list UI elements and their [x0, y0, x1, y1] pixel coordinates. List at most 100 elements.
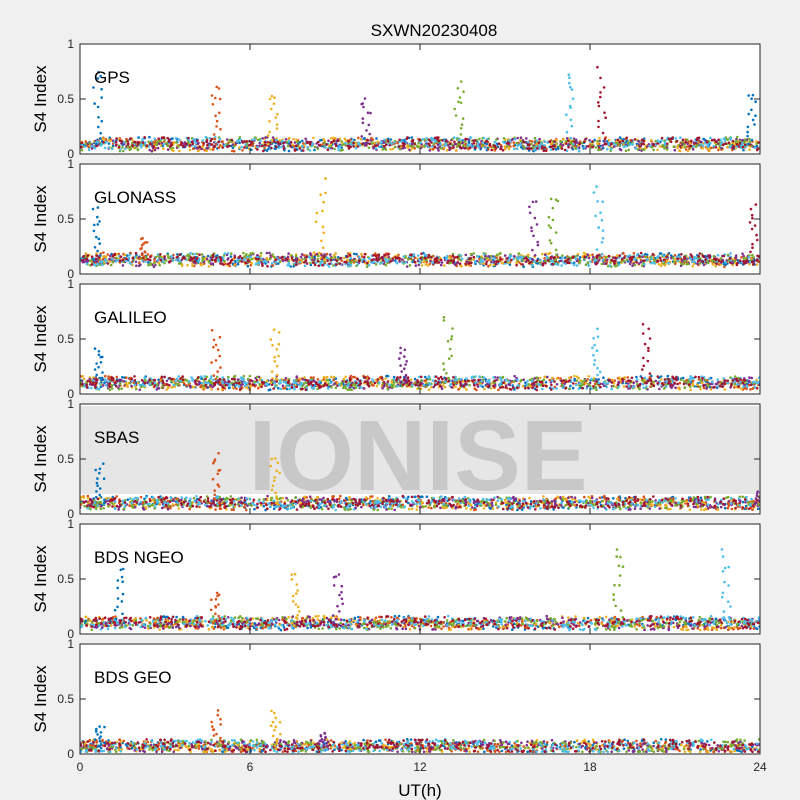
data-point — [249, 252, 252, 255]
data-point — [520, 140, 523, 143]
data-point — [168, 145, 172, 148]
data-point — [646, 258, 649, 261]
data-point — [384, 254, 387, 257]
data-point — [686, 138, 689, 142]
data-point — [736, 258, 740, 262]
data-point — [281, 255, 284, 259]
data-point — [184, 142, 188, 146]
peak-point — [753, 123, 756, 126]
data-point — [212, 253, 215, 256]
peak-point — [275, 127, 279, 130]
data-point — [277, 146, 281, 150]
data-point — [451, 254, 455, 258]
data-point — [640, 138, 644, 142]
data-point — [326, 259, 329, 263]
data-point — [146, 261, 150, 264]
peak-point — [603, 111, 606, 114]
data-point — [327, 139, 330, 143]
data-point — [370, 141, 374, 144]
data-point — [555, 138, 558, 142]
data-point — [578, 142, 582, 146]
data-point — [380, 256, 383, 260]
data-point — [99, 385, 103, 389]
data-point — [549, 148, 553, 151]
data-point — [487, 148, 490, 151]
data-point — [304, 259, 308, 263]
data-point — [311, 142, 315, 145]
peak-point — [549, 241, 553, 245]
data-point — [128, 253, 131, 257]
peak-point — [595, 248, 599, 251]
data-point — [574, 147, 577, 150]
data-point — [332, 375, 336, 379]
data-point — [510, 258, 513, 262]
data-point — [356, 263, 360, 266]
data-point — [562, 138, 565, 141]
data-point — [662, 258, 666, 262]
data-point — [524, 260, 528, 264]
data-point — [119, 148, 122, 151]
data-point — [374, 254, 378, 258]
data-point — [122, 141, 126, 144]
data-point — [442, 146, 446, 150]
data-point — [464, 137, 467, 141]
data-point — [409, 378, 413, 382]
data-point — [709, 388, 712, 391]
data-point — [665, 148, 669, 151]
data-point — [417, 263, 421, 267]
data-point — [406, 136, 409, 139]
peak-point — [96, 77, 100, 80]
data-point — [616, 254, 619, 257]
data-point — [361, 255, 364, 258]
data-point — [516, 259, 519, 262]
data-point — [324, 146, 327, 149]
data-point — [294, 254, 298, 258]
data-point — [109, 263, 113, 267]
y-axis-label: S4 Index — [31, 65, 50, 133]
data-point — [608, 264, 612, 267]
data-point — [323, 376, 327, 379]
data-point — [226, 262, 230, 266]
data-point — [301, 139, 304, 143]
data-point — [583, 145, 586, 149]
data-point — [516, 147, 519, 151]
data-point — [527, 253, 530, 257]
data-point — [263, 143, 267, 147]
data-point — [81, 375, 85, 378]
peak-point — [596, 200, 599, 203]
peak-point — [462, 90, 465, 93]
data-point — [262, 149, 265, 153]
data-point — [494, 147, 498, 150]
data-point — [660, 138, 663, 142]
peak-point — [567, 73, 571, 76]
data-point — [107, 375, 110, 378]
data-point — [312, 136, 315, 140]
data-point — [519, 136, 523, 139]
data-point — [115, 375, 119, 379]
peak-point — [555, 253, 558, 257]
data-point — [635, 375, 638, 379]
peak-point — [756, 258, 759, 262]
peak-point — [535, 223, 539, 226]
data-point — [381, 148, 385, 151]
peak-point — [143, 250, 147, 253]
data-point — [445, 149, 449, 152]
data-point — [219, 262, 222, 265]
data-point — [691, 379, 695, 383]
data-point — [621, 379, 625, 383]
data-point — [715, 262, 718, 266]
data-point — [683, 255, 686, 259]
data-point — [178, 259, 181, 263]
data-point — [484, 378, 488, 381]
data-point — [714, 140, 718, 143]
data-point — [282, 387, 285, 390]
data-point — [332, 264, 335, 267]
peak-point — [750, 97, 753, 100]
data-point — [419, 141, 422, 144]
data-point — [559, 140, 562, 143]
data-point — [165, 388, 168, 391]
data-point — [551, 147, 555, 151]
data-point — [194, 141, 198, 145]
data-point — [314, 261, 318, 265]
data-point — [398, 257, 401, 260]
